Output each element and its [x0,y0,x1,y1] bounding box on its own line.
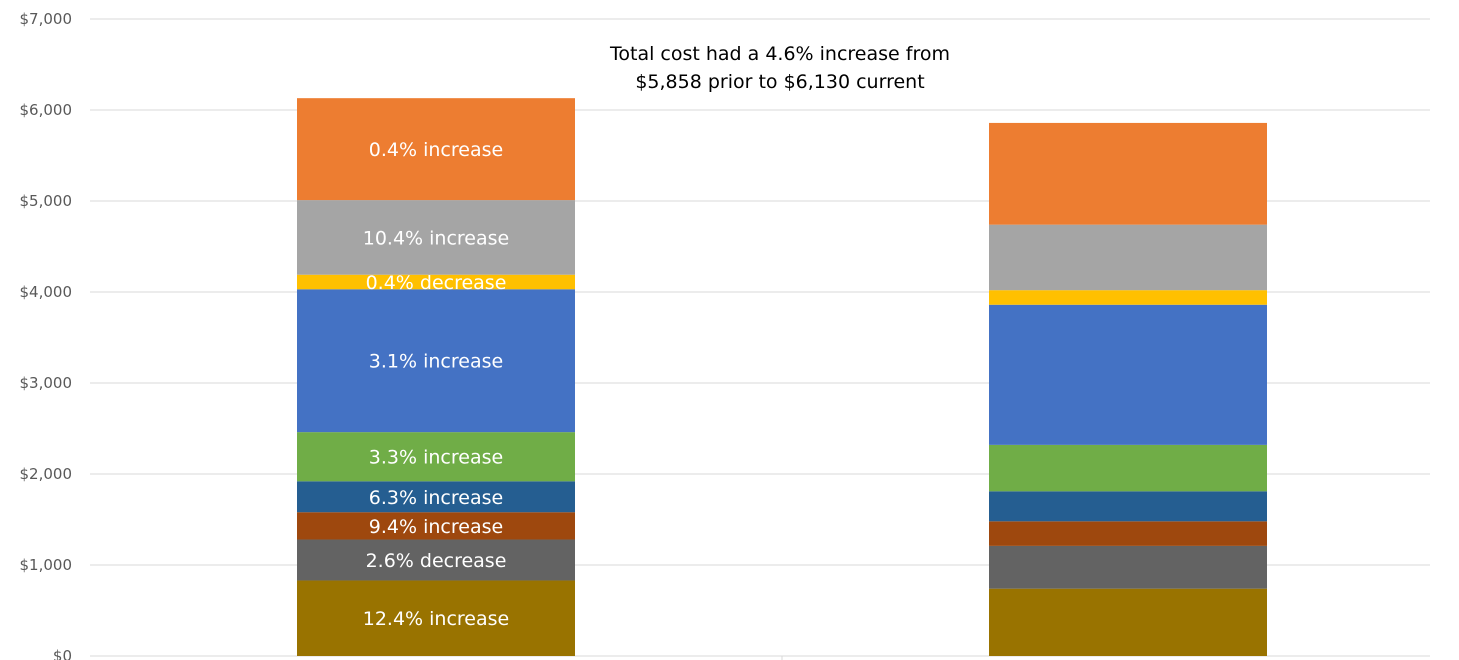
y-tick-label: $2,000 [20,465,73,483]
segment-data-label: 0.4% increase [369,139,503,161]
bar-segment [989,521,1267,546]
y-axis-tick-labels: $0 $1,000 $2,000 $3,000 $4,000 $5,000 $6,000 $7… [20,10,73,660]
bar-segment [297,539,575,581]
y-tick-label: $5,000 [20,192,73,210]
bar-segment [297,432,575,482]
segment-data-label: 2.6% decrease [366,550,507,572]
bar-segment [989,224,1267,291]
bar-segment [989,304,1267,445]
bar-segment [989,588,1267,656]
y-tick-label: $1,000 [20,556,73,574]
annotation: Total cost had a 4.6% increase from $5,8… [609,43,950,93]
bar-segment [989,545,1267,589]
annotation-line-2: $5,858 prior to $6,130 current [635,71,924,93]
segment-data-label: 3.1% increase [369,351,503,373]
y-tick-label: $0 [53,647,72,660]
bar-segment [989,122,1267,225]
segment-data-label: 6.3% increase [369,487,503,509]
segment-labels: 12.4% increase 2.6% decrease 9.4% increase… [363,139,509,630]
bar-segment [297,580,575,656]
annotation-line-1: Total cost had a 4.6% increase from [609,43,950,65]
bar-segment [989,290,1267,305]
y-tick-label: $7,000 [20,10,73,28]
bars [297,98,1267,656]
bar-segment [297,200,575,275]
segment-data-label: 9.4% increase [369,516,503,538]
y-tick-label: $4,000 [20,283,73,301]
y-tick-label: $3,000 [20,374,73,392]
segment-data-label: 10.4% increase [363,227,509,249]
bar-segment [989,491,1267,522]
bar-segment [297,289,575,433]
bar-segment [297,98,575,201]
y-tick-label: $6,000 [20,101,73,119]
segment-data-label: 0.4% decrease [366,272,507,294]
segment-data-label: 3.3% increase [369,447,503,469]
bar-segment [989,444,1267,492]
bar-segment [297,274,575,290]
bar-segment [297,481,575,513]
segment-data-label: 12.4% increase [363,608,509,630]
bar-segment [297,512,575,540]
